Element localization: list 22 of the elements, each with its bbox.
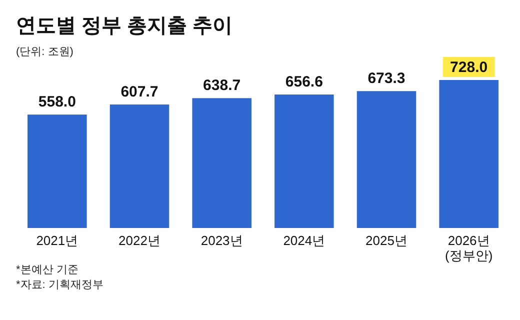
data-label: 638.7 [203, 77, 241, 94]
x-tick-label: 2026년 (정부안) [444, 233, 493, 263]
x-tick-label: 2025년 [366, 233, 408, 248]
bar [28, 114, 87, 228]
data-label: 728.0 [450, 59, 488, 76]
chart-subtitle: (단위: 조원) [16, 46, 74, 58]
x-tick-label: 2024년 [283, 233, 326, 248]
x-tick-label: 2022년 [118, 233, 160, 248]
bar [439, 80, 498, 228]
data-label: 607.7 [120, 83, 158, 100]
data-label: 558.0 [38, 94, 76, 111]
data-label: 656.6 [285, 74, 323, 91]
bar [274, 94, 334, 228]
x-tick-label: 2021년 [36, 233, 78, 248]
x-tick-label: 2023년 [200, 233, 243, 248]
data-label: 673.3 [368, 70, 406, 88]
bar [110, 104, 170, 228]
text: *본예산 기준 [16, 264, 78, 276]
bar [356, 91, 416, 228]
bar [192, 98, 252, 228]
text: *자료: 기획재정부 [16, 279, 104, 291]
chart-title: 연도별 정부 총지출 추이 [16, 15, 233, 37]
